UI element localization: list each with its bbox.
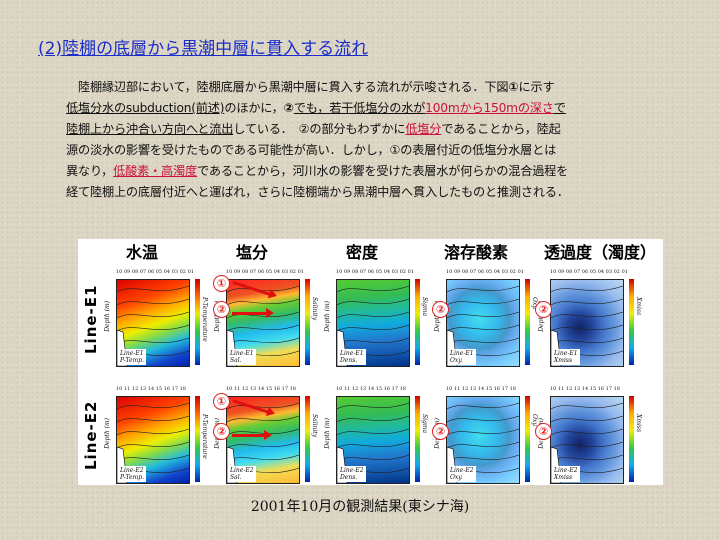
station-tick-labels: 10 11 12 13 14 15 16 17 18: [446, 386, 516, 392]
right-axis-label: Oxy.: [531, 297, 538, 310]
right-axis-label: Salinity: [311, 297, 318, 321]
station-tick-labels: 10 09 08 07 06 05 04 03 02 01: [226, 269, 304, 275]
section-panel: 10 11 12 13 14 15 16 17 18 Depth (m) P-Tem…: [104, 384, 208, 484]
y-axis-label: Depth (m): [324, 418, 331, 449]
color-scale-bar: [195, 396, 200, 482]
text-segment: 低塩分水のsubduction(前述): [66, 101, 225, 115]
marker-2-e1-xmiss: ②: [535, 301, 552, 318]
color-scale-bar: [415, 396, 420, 482]
row-label-e1: Line-E1: [82, 284, 100, 354]
text-line-5: 異なり，低酸素・高濁度であることから，河川水の影響を受けた表層水が何らかの混合過…: [66, 161, 626, 182]
y-axis-label: Depth (m): [104, 301, 111, 332]
color-scale-bar: [629, 396, 634, 482]
panel-tag: Line-E1 Xmiss: [552, 349, 580, 365]
marker-1-ref: ①: [508, 80, 519, 94]
panel-tag: Line-E1 Dens.: [338, 349, 366, 365]
color-scale-bar: [305, 396, 310, 482]
text-segment: であることから，陸起: [441, 122, 561, 136]
right-axis-label: P-Temperature: [201, 297, 208, 342]
panel-tag: Line-E1 Sal.: [228, 349, 256, 365]
slide-title: (2)陸棚の底層から黒潮中層に貫入する流れ: [38, 39, 369, 59]
marker-2-ref: ②: [283, 101, 294, 115]
color-scale-bar: [415, 279, 420, 365]
panel-tag: Line-E2 Sal.: [228, 466, 256, 482]
station-tick-labels: 10 09 08 07 06 05 04 03 02 01: [336, 269, 414, 275]
text-segment: 陸棚縁辺部において，陸棚底層から黒潮中層に貫入する流れが示唆される．下図: [78, 80, 509, 94]
text-line-2: 低塩分水のsubduction(前述)のほかに，②でも，若干低塩分の水が100m…: [66, 98, 626, 119]
panel-tag: Line-E2 Xmiss: [552, 466, 580, 482]
station-tick-labels: 10 09 08 07 06 05 04 03 02 01: [550, 269, 628, 275]
section-panel: 10 09 08 07 06 05 04 03 02 01 Depth (m) Si…: [324, 267, 428, 367]
highlight-depth: 100mから150mの深さ: [425, 101, 554, 115]
column-header-transmissivity: 透過度（濁度）: [544, 243, 657, 262]
text-segment: のほかに，: [224, 101, 284, 115]
color-scale-bar: [629, 279, 634, 365]
text-segment: に示す: [518, 80, 555, 94]
station-tick-labels: 10 09 08 07 06 05 04 03 02 01: [116, 269, 194, 275]
marker-2-e1: ②: [213, 301, 230, 318]
right-axis-label: Sigma: [421, 297, 428, 317]
figure-caption: 2001年10月の観測結果(東シナ海): [250, 499, 470, 515]
panel-tag: Line-E2 Dens.: [338, 466, 366, 482]
panel-tag: Line-E1 Oxy.: [448, 349, 476, 365]
color-scale-bar: [525, 279, 530, 365]
right-axis-label: Xmiss: [635, 297, 642, 316]
text-line-3: 陸棚上から沖合い方向へと流出している． ②の部分もわずかに低塩分であることから，…: [66, 119, 626, 140]
marker-2-e2-oxygen: ②: [432, 423, 449, 440]
station-tick-labels: 10 11 12 13 14 15 16 17 18: [116, 386, 186, 392]
text-line-4: 源の淡水の影響を受けたものである可能性が高い．しかし，①の表層付近の低塩分水層と…: [66, 143, 557, 157]
highlight-low-oxygen: 低酸素・高濁度: [113, 164, 198, 178]
body-paragraph: 陸棚縁辺部において，陸棚底層から黒潮中層に貫入する流れが示唆される．下図①に示す…: [66, 77, 626, 203]
right-axis-label: P-Temperature: [201, 414, 208, 459]
row-label-e2: Line-E2: [82, 400, 100, 470]
marker-2-e1-oxygen: ②: [432, 301, 449, 318]
marker-1-e1: ①: [213, 275, 230, 292]
panel-tag: Line-E1 P-Temp.: [118, 349, 147, 365]
text-segment: している． ②の部分もわずかに: [233, 122, 406, 136]
right-axis-label: Xmiss: [635, 414, 642, 433]
section-contour-plot: [550, 279, 624, 367]
panel-tag: Line-E2 P-Temp.: [118, 466, 147, 482]
text-line-6: 経て陸棚上の底層付近へと運ばれ，さらに陸棚端から黒潮中層へ貫入したものと推測され…: [66, 185, 569, 199]
y-axis-label: Depth (m): [104, 418, 111, 449]
observation-figure: 水温 塩分 密度 溶存酸素 透過度（濁度） Line-E1 Line-E2 10…: [78, 239, 663, 485]
text-segment: であることから，河川水の影響を受けた表層水が何らかの混合過程を: [197, 164, 569, 178]
station-tick-labels: 10 11 12 13 14 15 16 17 18: [550, 386, 620, 392]
y-axis-label: Depth (m): [324, 301, 331, 332]
section-contour-plot: [336, 279, 410, 367]
station-tick-labels: 10 11 12 13 14 15 16 17 18: [336, 386, 406, 392]
text-segment: で: [553, 101, 566, 115]
right-axis-label: Salinity: [311, 414, 318, 438]
arrow-2-e2: [232, 430, 272, 440]
marker-1-e2: ①: [213, 393, 230, 410]
marker-2-e2-xmiss: ②: [535, 423, 552, 440]
column-header-density: 密度: [346, 243, 379, 262]
highlight-low-salinity: 低塩分: [405, 122, 442, 136]
right-axis-label: Sigma: [421, 414, 428, 434]
panel-tag: Line-E2 Oxy.: [448, 466, 476, 482]
marker-2-e2: ②: [213, 423, 230, 440]
text-segment: 異なり，: [66, 164, 114, 178]
column-header-oxygen: 溶存酸素: [444, 243, 509, 262]
station-tick-labels: 10 09 08 07 06 05 04 03 02 01: [446, 269, 524, 275]
right-axis-label: Oxy.: [531, 414, 538, 427]
column-header-temperature: 水温: [126, 243, 159, 262]
section-panel: 10 09 08 07 06 05 04 03 02 01 Depth (m) P-…: [104, 267, 208, 367]
station-tick-labels: 10 11 12 13 14 15 16 17 18: [226, 386, 296, 392]
color-scale-bar: [525, 396, 530, 482]
arrow-2-e1: [232, 308, 274, 318]
text-segment: 陸棚上から沖合い方向へと流出: [66, 122, 234, 136]
color-scale-bar: [305, 279, 310, 365]
column-header-salinity: 塩分: [236, 243, 269, 262]
text-line-1: 陸棚縁辺部において，陸棚底層から黒潮中層に貫入する流れが示唆される．下図①に示す: [66, 77, 626, 98]
section-panel: 10 11 12 13 14 15 16 17 18 Depth (m) Sigma…: [324, 384, 428, 484]
text-segment: でも，若干低塩分の水が: [293, 101, 426, 115]
color-scale-bar: [195, 279, 200, 365]
